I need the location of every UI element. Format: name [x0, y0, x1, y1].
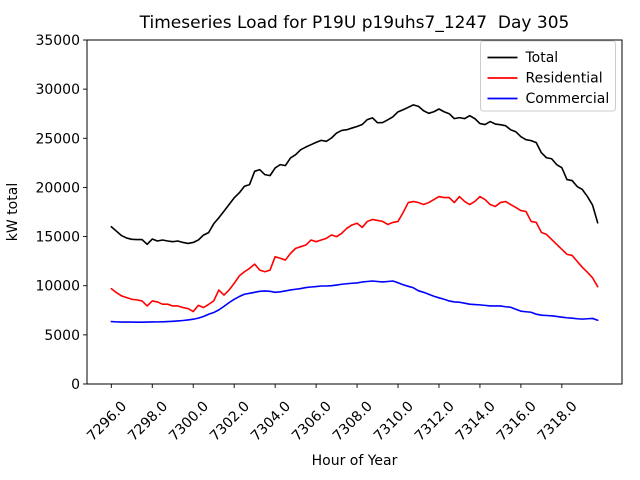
legend-label-commercial: Commercial — [526, 91, 610, 107]
x-tick-label: 7312.0 — [412, 399, 458, 445]
x-axis-label: Hour of Year — [312, 453, 398, 469]
y-tick-label: 0 — [71, 377, 80, 393]
legend-label-total: Total — [525, 50, 559, 66]
legend: Total Residential Commercial — [480, 40, 616, 112]
x-tick-label: 7306.0 — [289, 399, 335, 445]
y-tick-label: 35000 — [35, 33, 80, 49]
legend-label-residential: Residential — [526, 71, 603, 87]
y-tick-label: 10000 — [35, 279, 80, 295]
x-tick-label: 7302.0 — [207, 399, 253, 445]
y-tick-label: 25000 — [35, 131, 80, 147]
chart-title: Timeseries Load for P19U p19uhs7_1247 Da… — [139, 13, 570, 33]
y-tick-label: 5000 — [44, 328, 80, 344]
legend-box — [480, 40, 616, 112]
data-series — [110, 104, 599, 323]
y-tick-label: 20000 — [35, 180, 80, 196]
series-line-total — [110, 104, 599, 246]
x-tick-label: 7314.0 — [453, 399, 499, 445]
x-tick-label: 7300.0 — [166, 399, 212, 445]
x-tick-label: 7304.0 — [248, 399, 294, 445]
x-tick-label: 7310.0 — [371, 399, 417, 445]
y-tick-label: 15000 — [35, 230, 80, 246]
y-tick-label: 30000 — [35, 82, 80, 98]
x-tick-label: 7298.0 — [125, 399, 171, 445]
x-tick-label: 7318.0 — [535, 399, 581, 445]
x-tick-label: 7296.0 — [84, 399, 130, 445]
series-line-commercial — [110, 280, 599, 323]
series-line-residential — [110, 195, 599, 313]
y-axis-label: kW total — [5, 183, 21, 241]
plot-border — [86, 39, 623, 385]
x-tick-label: 7308.0 — [330, 399, 376, 445]
x-tick-label: 7316.0 — [494, 399, 540, 445]
